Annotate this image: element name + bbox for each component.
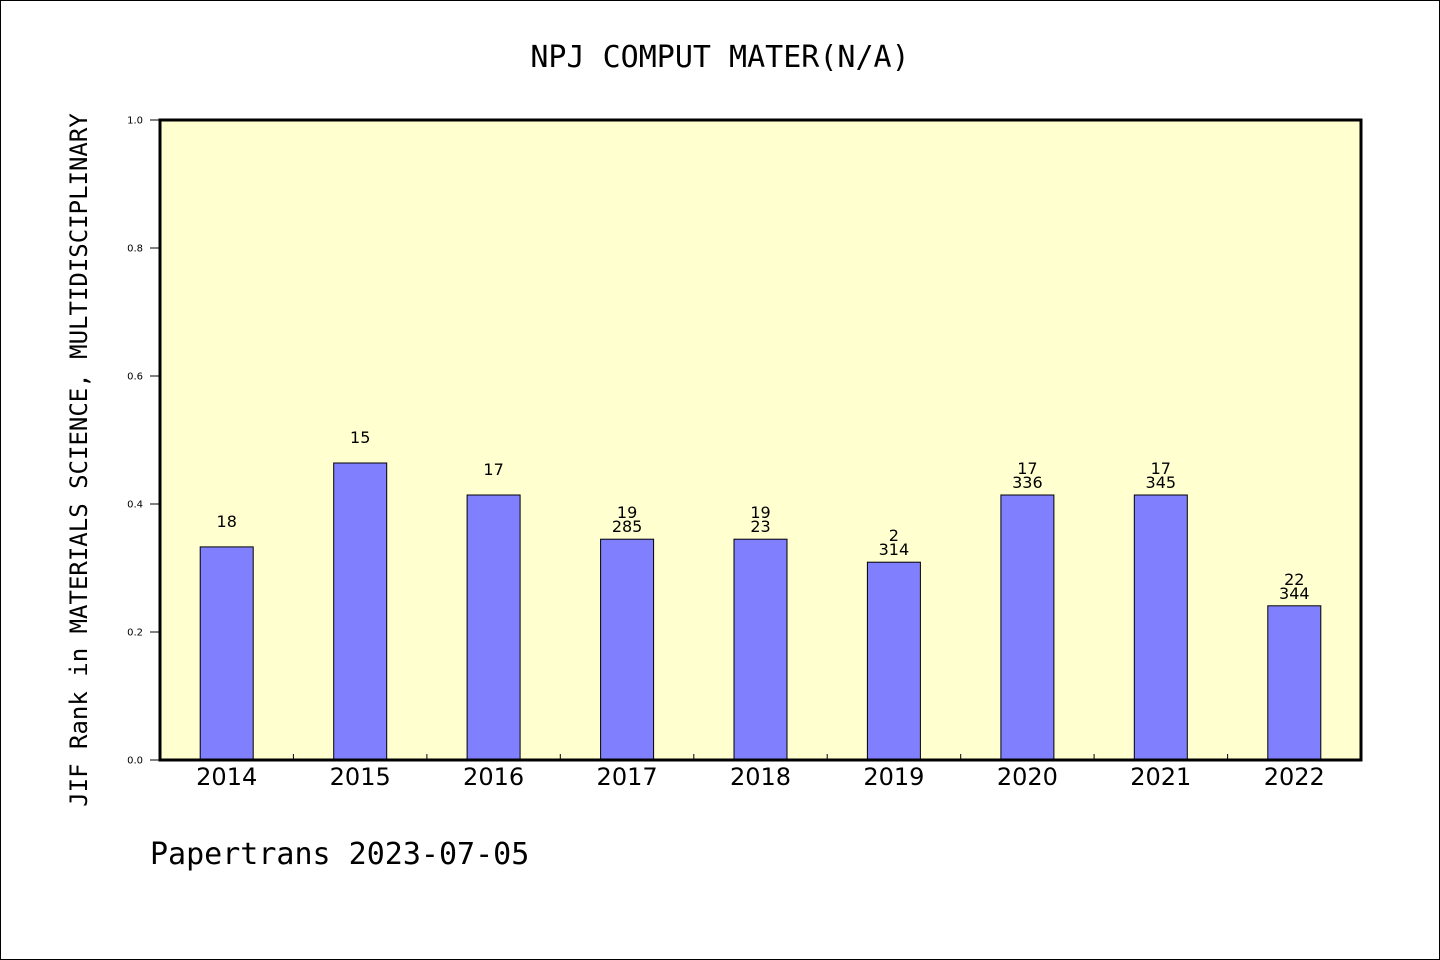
data-label-rank-2022: 22: [1284, 570, 1304, 589]
bar-2019: [866, 561, 921, 761]
data-label-rank-2016: 17: [483, 460, 503, 479]
x-tick-label-2018: 2018: [730, 763, 791, 791]
data-label-rank-2014: 18: [217, 512, 237, 531]
bar-2017: [600, 538, 655, 761]
data-label-rank-2015: 15: [350, 428, 370, 447]
bar-2022: [1267, 605, 1322, 761]
chart-title: NPJ COMPUT MATER(N/A): [530, 40, 909, 75]
x-tick-label-2022: 2022: [1264, 763, 1325, 791]
y-axis: 0.0 0.2 0.4 0.6 0.8 1.0: [127, 116, 160, 767]
bars-group: [199, 462, 1322, 761]
bar-2018: [733, 538, 788, 761]
x-tick-label-2020: 2020: [997, 763, 1058, 791]
y-tick-label-0.6: 0.6: [127, 372, 143, 383]
data-label-rank-2019: 2: [889, 526, 899, 545]
plot-border: [158, 118, 1363, 762]
x-tick-label-2016: 2016: [463, 763, 524, 791]
y-tick-label-0.8: 0.8: [127, 244, 143, 255]
data-label-total-2018: 23: [750, 517, 770, 536]
y-tick-label-0.4: 0.4: [127, 500, 143, 511]
y-tick-label-1.0: 1.0: [127, 116, 143, 127]
data-label-total-2020: 336: [1012, 473, 1043, 492]
bar-2016: [466, 494, 521, 761]
x-tick-label-2014: 2014: [196, 763, 257, 791]
data-label-rank-2018: 19: [750, 503, 770, 522]
x-tick-label-2021: 2021: [1130, 763, 1191, 791]
bar-2021: [1133, 494, 1188, 761]
data-label-total-2019: 314: [879, 540, 910, 559]
footer-credit: Papertrans 2023-07-05: [150, 837, 529, 872]
x-tick-label-2017: 2017: [597, 763, 658, 791]
y-axis-label: JIF Rank in MATERIALS SCIENCE, MULTIDISC…: [65, 113, 93, 807]
bar-2015: [333, 462, 388, 761]
x-tick-label-2019: 2019: [863, 763, 924, 791]
x-axis: 2014 2015 2016 2017 2018 2019 2020 2021 2022: [196, 754, 1325, 791]
data-label-rank-2021: 17: [1151, 459, 1171, 478]
y-tick-label-0.0: 0.0: [127, 756, 143, 767]
data-label-total-2017: 285: [612, 517, 643, 536]
data-label-total-2021: 345: [1146, 473, 1177, 492]
x-tick-label-2015: 2015: [330, 763, 391, 791]
data-label-total-2022: 344: [1279, 584, 1310, 603]
bar-2014: [199, 546, 254, 761]
data-label-rank-2020: 17: [1017, 459, 1037, 478]
y-tick-label-0.2: 0.2: [127, 628, 143, 639]
data-label-rank-2017: 19: [617, 503, 637, 522]
bar-2020: [1000, 494, 1055, 761]
